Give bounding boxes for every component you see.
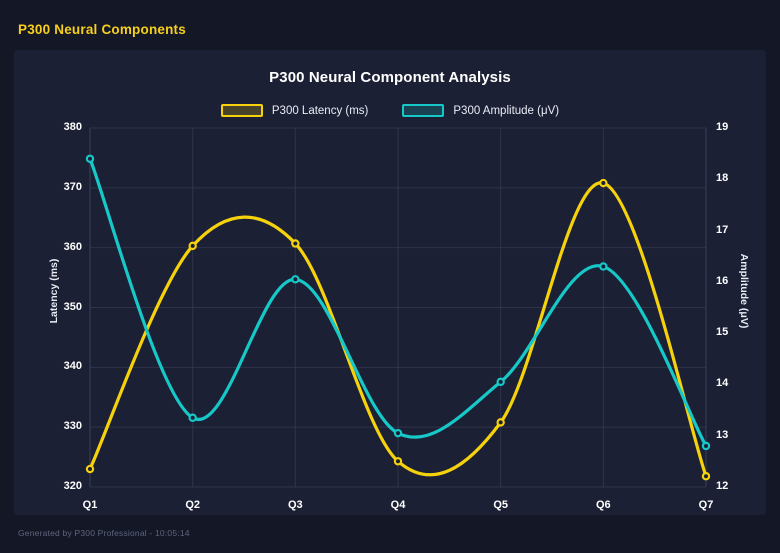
plot-area: Latency (ms) Amplitude (μV) 320 330 340 350…: [14, 50, 766, 515]
x-axis-tick: Q2: [185, 499, 200, 511]
legend-label-latency: P300 Latency (ms): [271, 104, 369, 117]
y-axis-right-tick: 19: [716, 121, 729, 133]
legend-item-latency[interactable]: P300 Latency (ms): [220, 104, 369, 117]
y-axis-left-tick: 340: [63, 360, 82, 373]
y-axis-right-tick: 14: [716, 377, 729, 390]
y-axis-right-tick: 16: [716, 274, 729, 287]
footer-bar: Generated by P300 Professional - 10:05:1…: [0, 515, 780, 553]
y-axis-right-tick: 15: [716, 326, 729, 339]
y-axis-left-tick: 320: [63, 480, 82, 492]
latency-swatch-icon: [220, 104, 263, 117]
y-axis-right-tick: 18: [716, 172, 729, 185]
y-axis-right-tick: 17: [716, 223, 729, 236]
y-axis-right-tick: 13: [716, 428, 729, 441]
plot-svg: [85, 127, 711, 488]
y-axis-left-tick: 380: [63, 121, 82, 133]
x-axis-tick: Q4: [390, 499, 406, 511]
y-axis-right-tick: 12: [716, 480, 729, 492]
x-axis-tick: Q1: [82, 499, 98, 511]
amplitude-swatch-icon: [402, 104, 445, 117]
x-axis-tick: Q5: [493, 499, 508, 511]
legend-item-amplitude[interactable]: P300 Amplitude (μV): [402, 104, 559, 117]
chart-title: P300 Neural Component Analysis: [269, 69, 511, 86]
x-axis-tick: Q6: [595, 499, 611, 511]
chart-legend: P300 Latency (ms) P300 Amplitude (μV): [14, 104, 766, 117]
y-axis-left-tick: 360: [63, 240, 82, 253]
chart-card: P300 Neural Component Analysis P300 Late…: [14, 50, 766, 515]
y-axis-left-tick: 370: [63, 180, 82, 193]
y-axis-left-tick: 350: [63, 300, 82, 313]
x-axis-tick: Q7: [698, 499, 714, 511]
page-title: P300 Neural Components: [18, 22, 186, 37]
legend-label-amplitude: P300 Amplitude (μV): [453, 104, 560, 117]
footer-status-text: Generated by P300 Professional - 10:05:1…: [18, 528, 190, 538]
header-bar: P300 Neural Components: [0, 0, 780, 50]
y-axis-left-tick: 330: [63, 420, 82, 433]
x-axis-tick: Q3: [287, 499, 303, 511]
